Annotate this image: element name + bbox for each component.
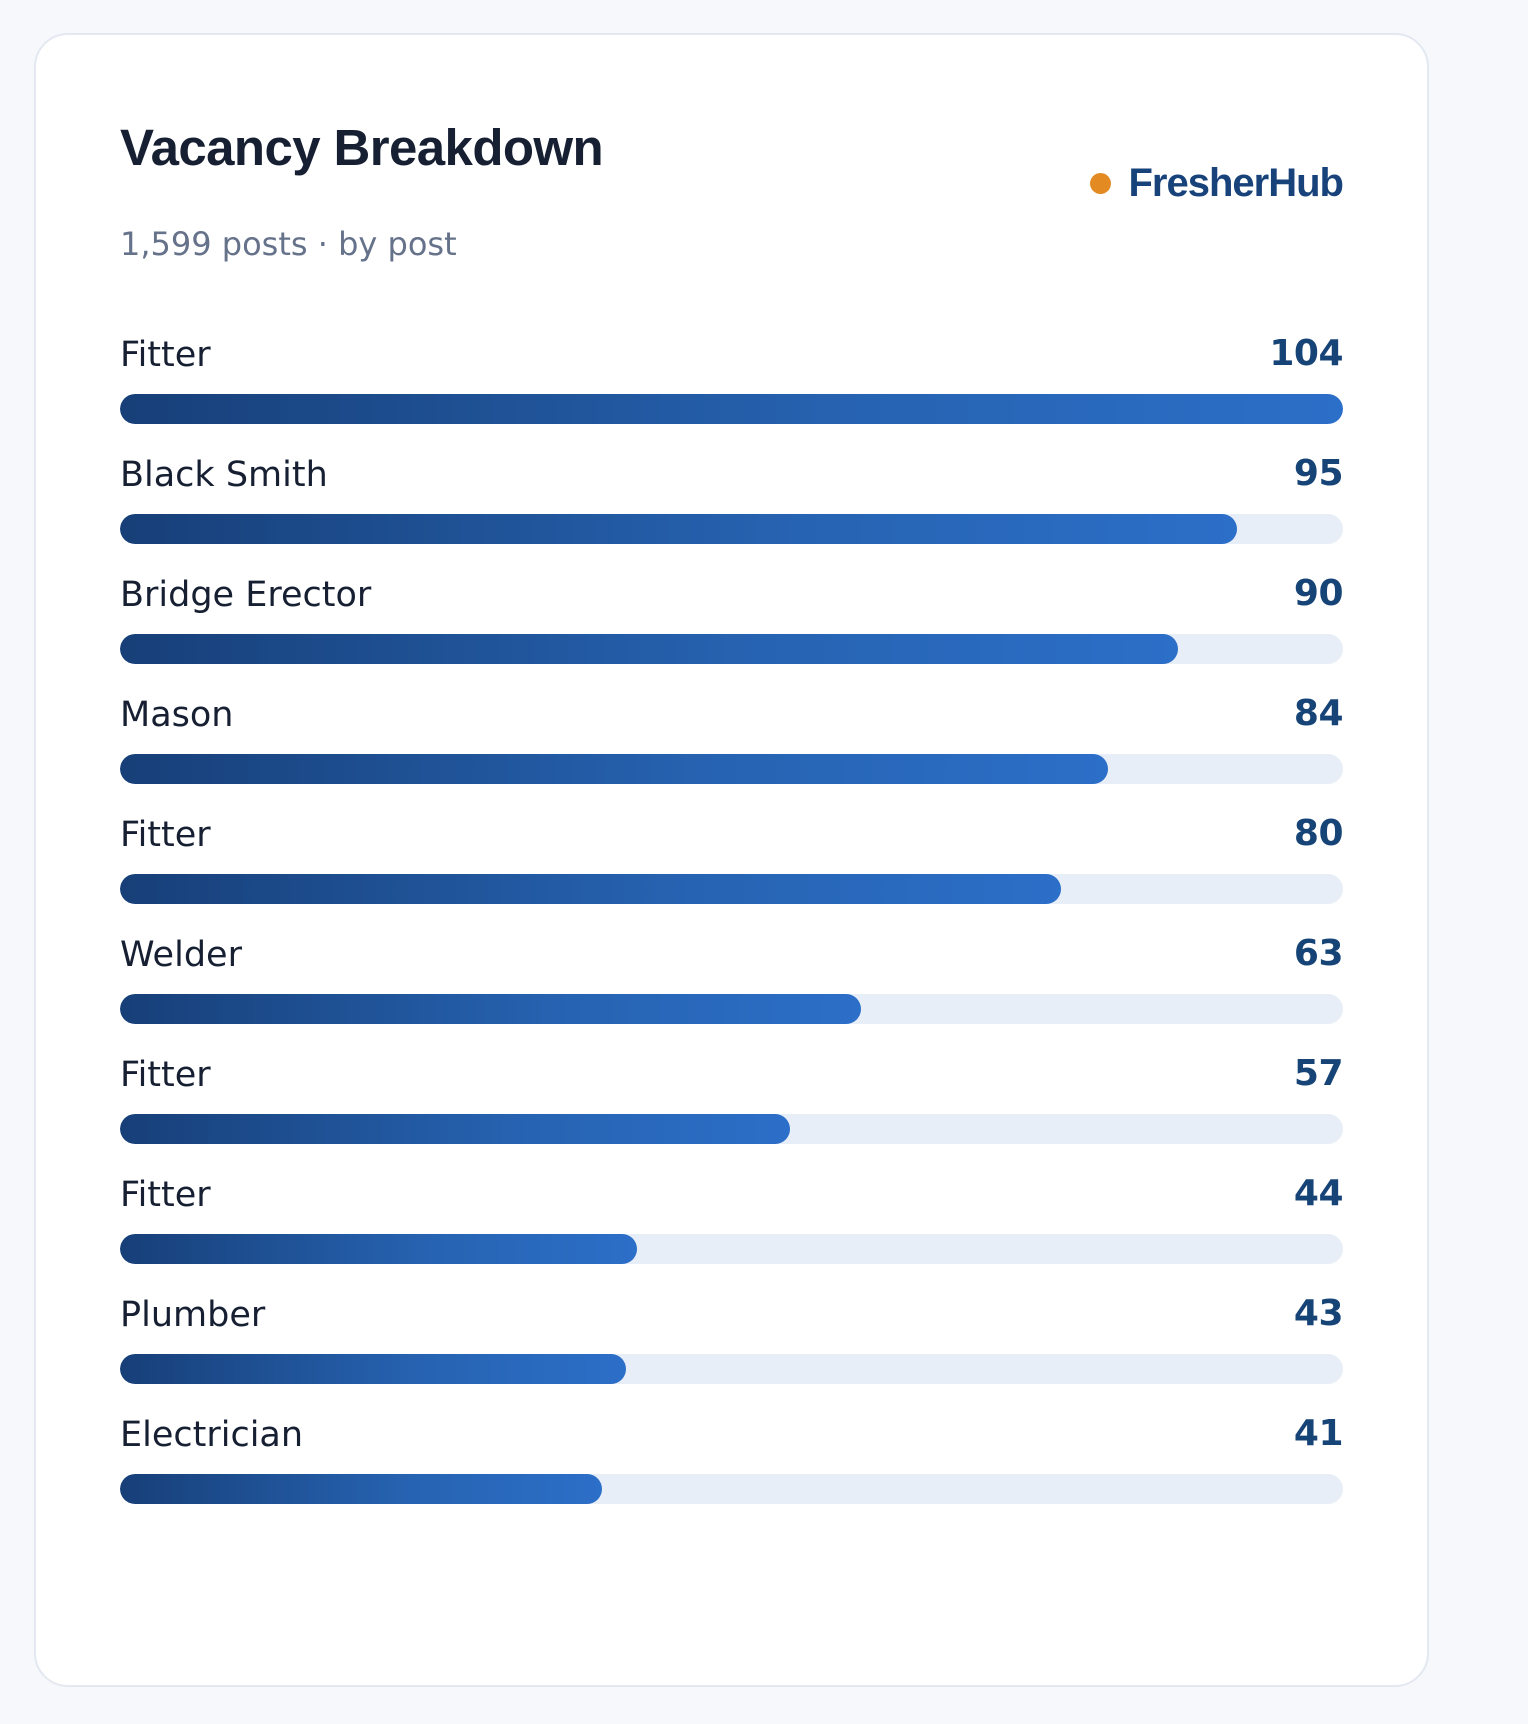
bar-track [120,1474,1343,1504]
bar-label: Fitter [120,815,211,855]
bar-value-label: 95 [1293,453,1344,494]
bar-label: Bridge Erector [120,575,372,615]
bar-row: Electrician 41 [120,1405,1344,1513]
horizontal-bar-chart: Fitter 104 Black Smith 95 Bridge Erector 90 Ma… [120,325,1344,1625]
card-header: Vacancy Breakdown 1,599 posts · by post … [120,119,1344,274]
bar-label: Fitter [120,1055,211,1095]
bar-label: Welder [120,935,242,975]
bar [120,1354,626,1384]
bar-value-label: 41 [1293,1413,1344,1454]
vacancy-breakdown-card: Vacancy Breakdown 1,599 posts · by post … [34,33,1429,1687]
bar-value-label: 104 [1269,333,1343,374]
brand-name: FresherHub [1128,161,1344,205]
bar-track [120,1234,1343,1264]
bar [120,394,1343,424]
bar-track [120,634,1343,664]
chart-title: Vacancy Breakdown [120,119,604,176]
brand-badge: FresherHub [1089,153,1344,213]
bar-track [120,874,1343,904]
bar-value-label: 63 [1293,933,1344,974]
bar-value-label: 90 [1293,573,1344,614]
bar-value-label: 80 [1293,813,1344,854]
bar-label: Electrician [120,1415,304,1455]
bar-row: Plumber 43 [120,1285,1344,1393]
bar-track [120,1114,1343,1144]
bar-value-label: 57 [1293,1053,1344,1094]
bar-row: Black Smith 95 [120,445,1344,553]
bar [120,874,1061,904]
bar-row: Welder 63 [120,925,1344,1033]
bar-value-label: 43 [1293,1293,1344,1334]
bar-row: Fitter 57 [120,1045,1344,1153]
bar-label: Fitter [120,335,211,375]
bar-row: Fitter 80 [120,805,1344,913]
bar-track [120,754,1343,784]
bar [120,994,861,1024]
bar-row: Bridge Erector 90 [120,565,1344,673]
bar-label: Plumber [120,1295,266,1335]
bar [120,514,1238,544]
bar [120,1474,603,1504]
bar-label: Mason [120,695,234,735]
bar-track [120,394,1343,424]
bar-row: Fitter 44 [120,1165,1344,1273]
bar-row: Fitter 104 [120,325,1343,433]
brand-dot-icon [1089,172,1111,194]
bar [120,1234,638,1264]
bar-track [120,514,1343,544]
bar-value-label: 84 [1293,693,1344,734]
bar-label: Fitter [120,1175,211,1215]
bar [120,634,1179,664]
chart-subtitle: 1,599 posts · by post [120,225,457,263]
bar-track [120,994,1343,1024]
bar-value-label: 44 [1293,1173,1344,1214]
bar-track [120,1354,1343,1384]
bar [120,754,1108,784]
bar [120,1114,791,1144]
bar-row: Mason 84 [120,685,1344,793]
bar-label: Black Smith [120,455,328,495]
